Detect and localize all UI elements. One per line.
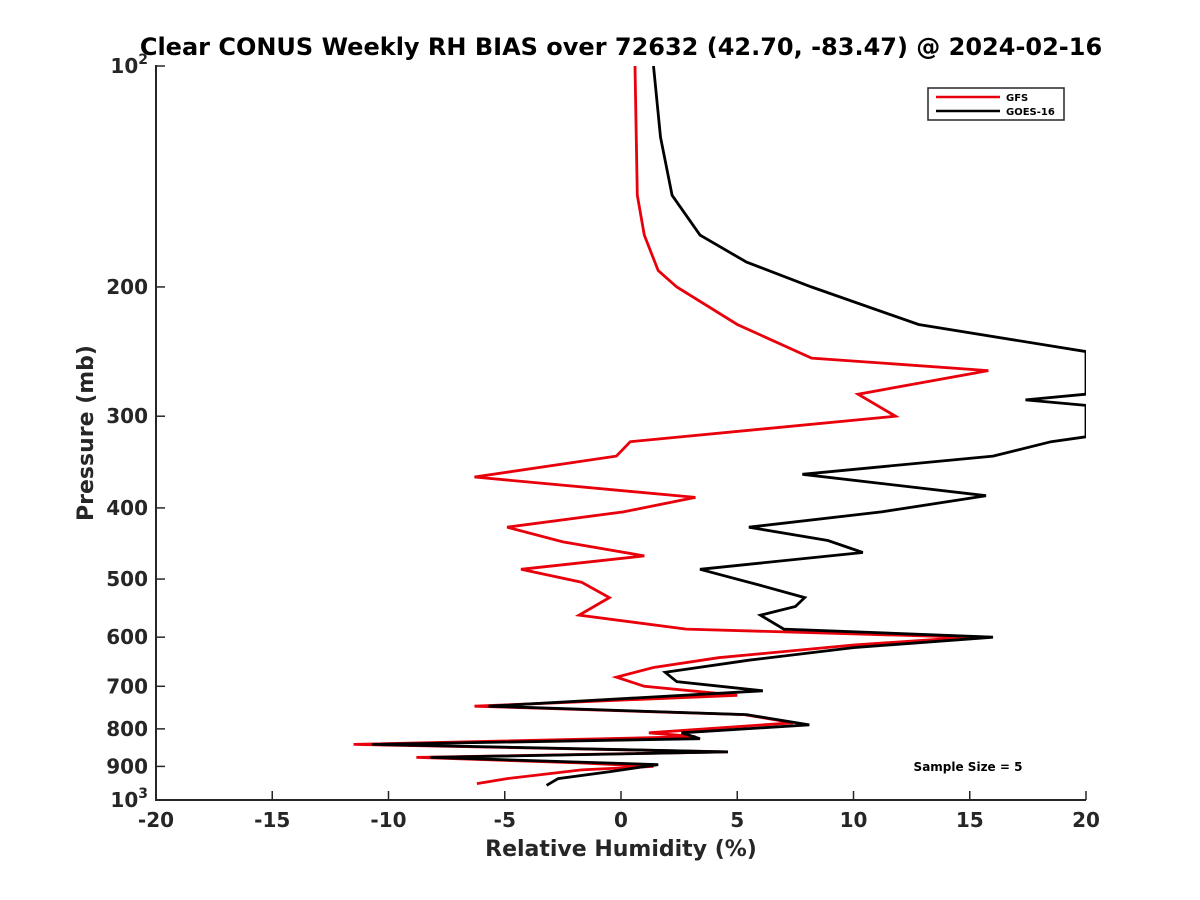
y-tick-label: 700	[106, 674, 148, 698]
x-tick-label: -15	[254, 808, 290, 832]
x-tick-label: -10	[370, 808, 406, 832]
y-tick-label: 102	[110, 52, 148, 78]
x-tick-label: 10	[840, 808, 868, 832]
legend-label-goes-16: GOES-16	[1006, 107, 1055, 118]
legend: GFS GOES-16	[927, 87, 1065, 121]
legend-label-gfs: GFS	[1006, 93, 1028, 104]
series-line-gfs	[353, 66, 989, 785]
series-layer	[353, 66, 1086, 787]
x-tick-label: 15	[956, 808, 984, 832]
y-axis-label: Pressure (mb)	[74, 345, 99, 521]
axes	[155, 65, 1086, 801]
x-tick-label: -20	[138, 808, 174, 832]
y-tick-label: 300	[106, 404, 148, 428]
y-tick-label: 103	[110, 786, 148, 812]
x-tick-label: 5	[730, 808, 744, 832]
y-tick-label: 400	[106, 496, 148, 520]
legend-box	[927, 87, 1065, 121]
y-tick-label: 800	[106, 717, 148, 741]
y-tick-label: 200	[106, 275, 148, 299]
y-tick-label: 500	[106, 567, 148, 591]
x-axis-label: Relative Humidity (%)	[485, 837, 757, 862]
x-ticks: -20 -15 -10 -5 0 5 10 15 20	[138, 791, 1100, 832]
y-tick-label: 900	[106, 754, 148, 778]
series-line-goes-16	[372, 66, 1086, 787]
x-tick-label: 20	[1072, 808, 1100, 832]
y-ticks: 102 200 300 400 500 600 700 800 900 103	[106, 52, 165, 812]
sample-size-annotation: Sample Size = 5	[914, 760, 1023, 774]
x-tick-label: 0	[614, 808, 628, 832]
y-tick-label: 600	[106, 625, 148, 649]
x-tick-label: -5	[494, 808, 516, 832]
chart-title: Clear CONUS Weekly RH BIAS over 72632 (4…	[140, 33, 1102, 61]
